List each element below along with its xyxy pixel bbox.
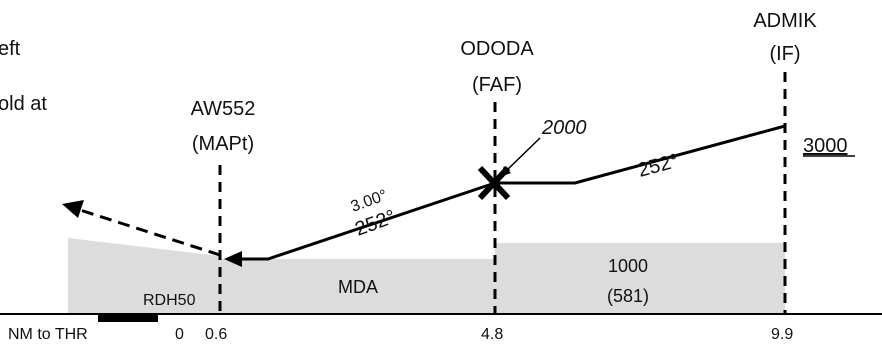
minimum-agl-label: (581) [607, 286, 649, 306]
missed-approach-text-line2: old at [0, 93, 47, 115]
if-fix-name: ADMIK [753, 10, 817, 32]
approach-arrowhead [224, 251, 242, 267]
runway-bar [98, 315, 158, 322]
faf-fix-role: (FAF) [472, 74, 522, 96]
faf-altitude-label: 2000 [541, 117, 587, 139]
faf-fix-name: ODODA [460, 38, 534, 60]
obstacle-area-intermediate [495, 243, 785, 314]
faf-altitude-pointer-head [500, 166, 511, 177]
if-altitude-label: 3000 [803, 135, 848, 157]
obstacle-area-mda [220, 259, 495, 314]
distance-faf: 4.8 [481, 326, 503, 343]
mapt-fix-role: (MAPt) [192, 133, 254, 155]
approach-path [240, 124, 786, 261]
intermediate-course-label: 252° [636, 150, 682, 182]
missed-approach-path [79, 208, 221, 257]
distance-mapt: 0.6 [205, 326, 227, 343]
obstacle-area-mapt [68, 238, 220, 314]
distance-zero: 0 [175, 326, 184, 343]
distance-if: 9.9 [771, 326, 793, 343]
distance-axis-label: NM to THR [8, 326, 88, 343]
mapt-fix-name: AW552 [191, 98, 256, 120]
rdh-label: RDH50 [143, 292, 196, 309]
missed-approach-text-line1: eft [0, 38, 21, 60]
missed-approach-arrowhead [62, 200, 84, 218]
if-fix-role: (IF) [769, 43, 800, 65]
mda-label: MDA [338, 277, 378, 297]
minimum-altitude-label: 1000 [608, 256, 648, 276]
faf-altitude-pointer [504, 137, 541, 173]
